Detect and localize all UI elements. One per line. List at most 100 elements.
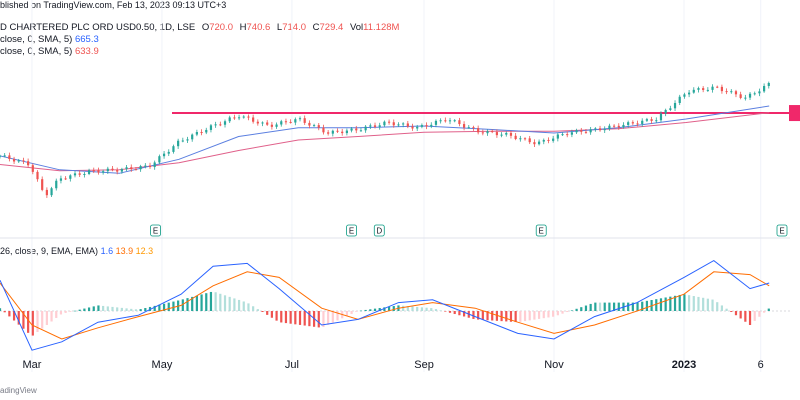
histogram-bar xyxy=(111,306,114,311)
event-letter: E xyxy=(779,227,784,236)
candle xyxy=(444,117,447,123)
histogram-bar xyxy=(45,311,48,325)
candle xyxy=(627,120,630,128)
histogram-bar xyxy=(481,311,484,320)
candle xyxy=(566,131,569,138)
histogram-bar xyxy=(416,306,419,311)
histogram-bar xyxy=(500,311,503,322)
candle xyxy=(162,151,166,159)
histogram-bar xyxy=(519,311,522,322)
candle xyxy=(481,129,484,136)
histogram-bar xyxy=(420,307,423,311)
histogram-bar xyxy=(219,293,222,311)
candle xyxy=(106,166,109,174)
candle xyxy=(280,119,283,127)
candle xyxy=(697,86,700,93)
event-marker-e: E xyxy=(776,224,788,237)
x-tick-label: Nov xyxy=(544,359,564,371)
histogram-bar xyxy=(153,305,156,311)
histogram-bar xyxy=(486,311,489,321)
candle xyxy=(153,160,156,170)
candle xyxy=(59,175,63,184)
candle xyxy=(228,115,231,124)
candle xyxy=(181,137,184,143)
histogram-bar xyxy=(392,306,395,311)
histogram-bar xyxy=(608,302,611,311)
candle xyxy=(130,164,133,172)
sma-fast xyxy=(0,105,770,174)
histogram-bar xyxy=(266,311,269,315)
histogram-bar xyxy=(209,291,213,311)
candle xyxy=(692,87,695,94)
ohlc-c: C729.4 xyxy=(312,22,344,33)
candle xyxy=(0,154,2,159)
candle xyxy=(41,176,44,192)
candle xyxy=(317,122,320,131)
histogram-bar xyxy=(383,307,386,311)
histogram-bar xyxy=(716,302,719,311)
candle xyxy=(739,91,742,100)
candle xyxy=(12,156,16,165)
candle xyxy=(92,167,95,174)
histogram-bar xyxy=(130,308,133,311)
histogram-bar xyxy=(711,299,714,311)
histogram-bar xyxy=(594,302,597,311)
candle xyxy=(73,170,77,178)
candle xyxy=(730,89,733,94)
candle xyxy=(303,115,306,125)
candle xyxy=(416,124,419,132)
candle xyxy=(425,122,428,130)
histogram-bar xyxy=(491,311,494,321)
candle xyxy=(266,120,269,126)
histogram-bar xyxy=(350,311,353,314)
histogram-bar xyxy=(64,311,67,313)
candle xyxy=(580,127,583,135)
candle xyxy=(144,163,147,169)
histogram-bar xyxy=(355,311,358,312)
candle xyxy=(702,86,705,93)
candle xyxy=(209,123,213,133)
candle xyxy=(598,125,602,132)
candle xyxy=(533,139,536,147)
x-tick-label: Jul xyxy=(285,359,299,371)
histogram-bar xyxy=(162,303,166,311)
histogram-bar xyxy=(767,308,770,311)
histogram-bar xyxy=(673,295,677,311)
histogram-bar xyxy=(252,306,255,311)
sma1-legend: close, 0, SMA, 5) 665.3 xyxy=(0,34,99,45)
candle xyxy=(603,126,606,133)
histogram-bar xyxy=(102,305,105,311)
histogram-bar xyxy=(50,311,53,322)
candle xyxy=(655,117,658,123)
histogram-bar xyxy=(298,311,302,325)
histogram-bar xyxy=(12,311,16,321)
candle xyxy=(214,121,217,128)
histogram-bar xyxy=(191,296,194,311)
x-tick-label: 6 xyxy=(758,359,764,371)
histogram-bar xyxy=(687,295,691,311)
candle xyxy=(22,157,25,165)
candle xyxy=(45,187,48,198)
histogram-bar xyxy=(261,311,264,313)
candle xyxy=(462,121,466,131)
candle xyxy=(467,125,470,129)
histogram-bar xyxy=(270,311,273,318)
histogram-bar xyxy=(627,302,630,311)
candle xyxy=(247,114,250,121)
histogram-bar xyxy=(509,311,513,322)
candle xyxy=(575,128,578,134)
candle xyxy=(584,129,588,134)
x-axis: Mar May Jul Sep Nov 2023 6 xyxy=(22,359,763,371)
histogram-bar xyxy=(739,311,742,319)
candle xyxy=(373,122,377,129)
candle xyxy=(434,119,438,128)
candle xyxy=(233,114,236,120)
candle xyxy=(167,149,170,157)
sma-fast-line xyxy=(0,105,770,174)
histogram-bar xyxy=(462,311,466,317)
histogram-bar xyxy=(280,311,283,323)
candle xyxy=(542,138,545,145)
event-letter: D xyxy=(376,227,382,236)
candle xyxy=(345,128,348,136)
